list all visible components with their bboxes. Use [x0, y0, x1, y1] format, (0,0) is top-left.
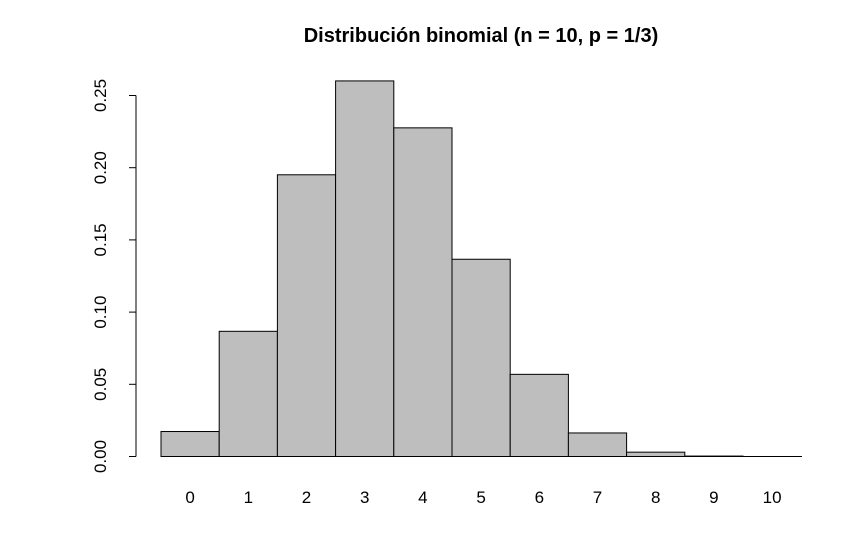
bar-3 — [335, 80, 395, 457]
y-tick-label: 0.05 — [91, 368, 110, 401]
bar-5 — [451, 258, 511, 457]
x-tick-label: 4 — [418, 488, 427, 507]
x-tick-label: 5 — [476, 488, 485, 507]
y-tick-label: 0.25 — [91, 79, 110, 112]
x-tick-label: 3 — [360, 488, 369, 507]
bar-1 — [218, 330, 278, 457]
bar-0 — [160, 431, 220, 457]
bars-group — [160, 80, 744, 458]
y-tick-label: 0.20 — [91, 151, 110, 184]
x-tick-label: 0 — [185, 488, 194, 507]
x-tick-label: 2 — [302, 488, 311, 507]
y-axis: 0.00 0.05 0.10 0.15 0.20 0.25 — [91, 79, 137, 473]
x-axis-labels: 0 1 2 3 4 5 6 7 8 9 10 — [185, 488, 781, 507]
bar-8 — [626, 451, 686, 458]
x-tick-label: 1 — [244, 488, 253, 507]
x-tick-label: 7 — [593, 488, 602, 507]
bar-4 — [393, 127, 453, 457]
x-tick-label: 8 — [651, 488, 660, 507]
bar-6 — [509, 373, 569, 457]
x-tick-label: 6 — [535, 488, 544, 507]
x-tick-label: 10 — [763, 488, 782, 507]
chart-title: Distribución binomial (n = 10, p = 1/3) — [304, 25, 659, 47]
x-tick-label: 9 — [709, 488, 718, 507]
bar-2 — [276, 174, 337, 457]
y-tick-label: 0.15 — [91, 223, 110, 256]
y-tick-label: 0.00 — [91, 440, 110, 473]
bar-7 — [567, 432, 628, 457]
y-tick-label: 0.10 — [91, 296, 110, 329]
